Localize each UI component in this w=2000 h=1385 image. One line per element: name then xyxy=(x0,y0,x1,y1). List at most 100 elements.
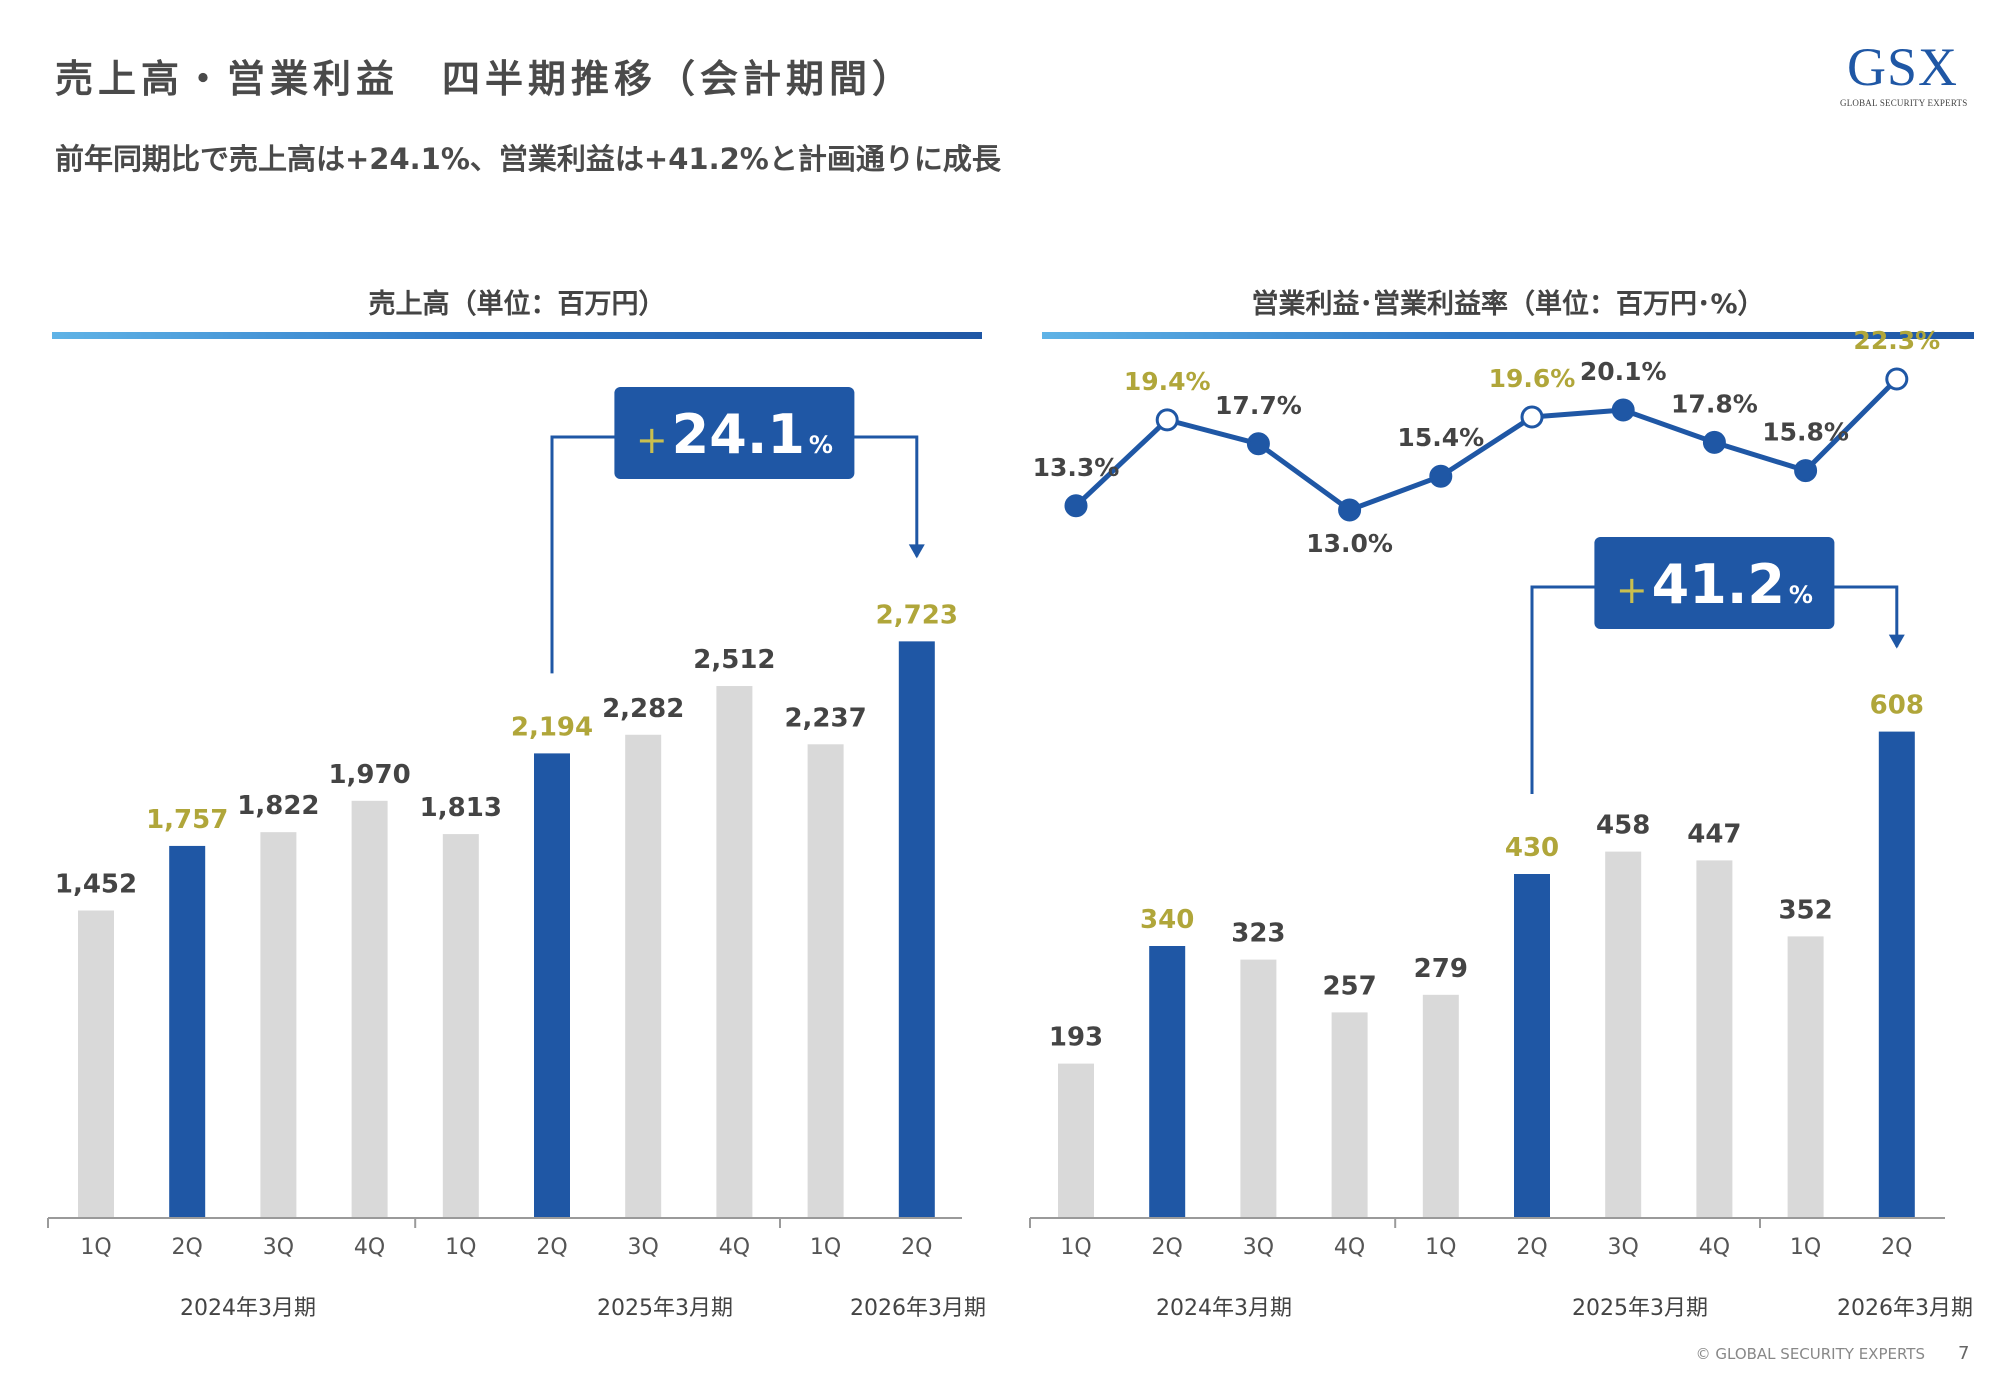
margin-rate-label: 22.3% xyxy=(1853,326,1940,355)
profit-tick-label: 2Q xyxy=(1152,1235,1183,1260)
margin-rate-point xyxy=(1794,459,1818,483)
sales-value-label: 1,970 xyxy=(328,760,410,790)
sales-tick-label: 2Q xyxy=(172,1235,203,1260)
sales-value-label: 1,813 xyxy=(420,793,502,823)
sales-value-label: 2,237 xyxy=(784,703,866,733)
sales-bar xyxy=(716,686,753,1218)
profit-growth-arrowhead xyxy=(1888,634,1905,649)
profit-value-label: 257 xyxy=(1322,971,1376,1001)
sales-tick-label: 2Q xyxy=(901,1235,932,1260)
sales-bar xyxy=(442,834,479,1218)
sales-bar xyxy=(625,734,662,1218)
margin-rate-label: 19.4% xyxy=(1124,367,1211,396)
profit-value-label: 458 xyxy=(1596,811,1650,841)
profit-value-label: 193 xyxy=(1049,1023,1103,1053)
profit-growth-label: +41.2% xyxy=(1616,553,1813,616)
margin-rate-point xyxy=(1246,432,1270,456)
profit-value-label: 323 xyxy=(1231,919,1285,949)
margin-rate-point xyxy=(1155,408,1179,432)
sales-tick-label: 3Q xyxy=(263,1235,294,1260)
profit-bar xyxy=(1422,994,1459,1218)
sales-tick-label: 1Q xyxy=(810,1235,841,1260)
sales-value-label: 2,194 xyxy=(511,712,593,742)
profit-value-label: 279 xyxy=(1414,954,1468,984)
margin-rate-label: 15.4% xyxy=(1397,423,1484,452)
margin-rate-point xyxy=(1064,494,1088,518)
sales-group-label: 2024年3月期 xyxy=(180,1296,316,1321)
profit-growth-unit: % xyxy=(1789,581,1813,609)
profit-tick-label: 1Q xyxy=(1060,1235,1091,1260)
sales-bar xyxy=(78,910,114,1218)
profit-chart-rule xyxy=(1042,332,1974,339)
sales-tick-label: 1Q xyxy=(445,1235,476,1260)
sales-tick-label: 1Q xyxy=(80,1235,111,1260)
sales-group-label: 2025年3月期 xyxy=(597,1296,733,1321)
sales-tick-label: 4Q xyxy=(354,1235,385,1260)
profit-tick-label: 2Q xyxy=(1516,1235,1547,1260)
profit-bar xyxy=(1149,946,1186,1218)
margin-rate-line xyxy=(1074,377,1899,513)
profit-tick-label: 4Q xyxy=(1334,1235,1365,1260)
sales-bar xyxy=(807,744,844,1218)
profit-bar xyxy=(1787,936,1824,1218)
sales-growth-arrowhead xyxy=(908,544,925,559)
margin-rate-label: 13.0% xyxy=(1306,529,1393,558)
profit-tick-label: 1Q xyxy=(1790,1235,1821,1260)
sales-growth-box xyxy=(614,387,855,479)
margin-rate-point xyxy=(1429,464,1453,488)
sales-growth-plus: + xyxy=(636,418,668,462)
profit-value-label: 447 xyxy=(1687,819,1741,849)
page-number: 7 xyxy=(1958,1343,1970,1364)
sales-value-label: 1,757 xyxy=(146,805,228,835)
sales-bar xyxy=(169,845,206,1218)
profit-value-label: 608 xyxy=(1870,691,1924,721)
sales-bar xyxy=(260,832,297,1218)
sales-growth-label: +24.1% xyxy=(636,403,833,466)
sales-value-label: 2,282 xyxy=(602,694,684,724)
profit-bar xyxy=(1058,1063,1094,1218)
sales-tick-label: 4Q xyxy=(719,1235,750,1260)
profit-tick-label: 1Q xyxy=(1425,1235,1456,1260)
company-logo: GSX GLOBAL SECURITY EXPERTS xyxy=(1840,37,1968,108)
page-title: 売上高・営業利益 四半期推移（会計期間） xyxy=(55,57,916,101)
sales-value-label: 1,452 xyxy=(55,870,137,900)
profit-bar xyxy=(1514,874,1550,1218)
profit-value-label: 340 xyxy=(1140,905,1194,935)
profit-tick-label: 2Q xyxy=(1881,1235,1912,1260)
page-subtitle: 前年同期比で売上高は+24.1%、営業利益は+41.2%と計画通りに成長 xyxy=(55,142,1001,176)
sales-tick-label: 2Q xyxy=(536,1235,567,1260)
margin-rate-label: 20.1% xyxy=(1580,357,1667,386)
sales-chart-rule xyxy=(52,332,982,339)
margin-rate-label: 19.6% xyxy=(1489,364,1576,393)
profit-value-label: 430 xyxy=(1505,833,1559,863)
profit-group-label: 2024年3月期 xyxy=(1156,1296,1292,1321)
profit-tick-label: 4Q xyxy=(1699,1235,1730,1260)
margin-rate-label: 13.3% xyxy=(1033,453,1120,482)
copyright-text: © GLOBAL SECURITY EXPERTS xyxy=(1695,1345,1925,1363)
sales-tick-label: 3Q xyxy=(628,1235,659,1260)
sales-growth-unit: % xyxy=(809,431,833,459)
profit-bar xyxy=(1696,860,1733,1218)
sales-value-label: 2,512 xyxy=(693,645,775,675)
margin-rate-label: 15.8% xyxy=(1762,418,1849,447)
sales-value-label: 2,723 xyxy=(876,600,958,630)
profit-group-label: 2025年3月期 xyxy=(1572,1296,1708,1321)
profit-bar xyxy=(1240,959,1277,1218)
sales-bar xyxy=(351,800,388,1218)
sales-bar xyxy=(898,641,935,1218)
profit-bar xyxy=(1605,851,1642,1218)
margin-rate-label: 17.8% xyxy=(1671,389,1758,418)
margin-rate-point xyxy=(1611,398,1635,422)
profit-bar xyxy=(1331,1012,1368,1218)
margin-rate-point xyxy=(1338,498,1362,522)
profit-value-label: 352 xyxy=(1778,895,1832,925)
sales-chart-title: 売上高（単位：百万円） xyxy=(368,289,666,320)
sales-value-label: 1,822 xyxy=(237,791,319,821)
profit-chart-title: 営業利益･営業利益率（単位：百万円･%） xyxy=(1251,289,1765,320)
logo-tagline: GLOBAL SECURITY EXPERTS xyxy=(1840,98,1968,108)
margin-rate-point xyxy=(1520,405,1544,429)
profit-growth-plus: + xyxy=(1616,568,1648,612)
sales-growth-number: 24.1 xyxy=(672,403,805,466)
logo-wordmark: GSX xyxy=(1846,37,1959,97)
